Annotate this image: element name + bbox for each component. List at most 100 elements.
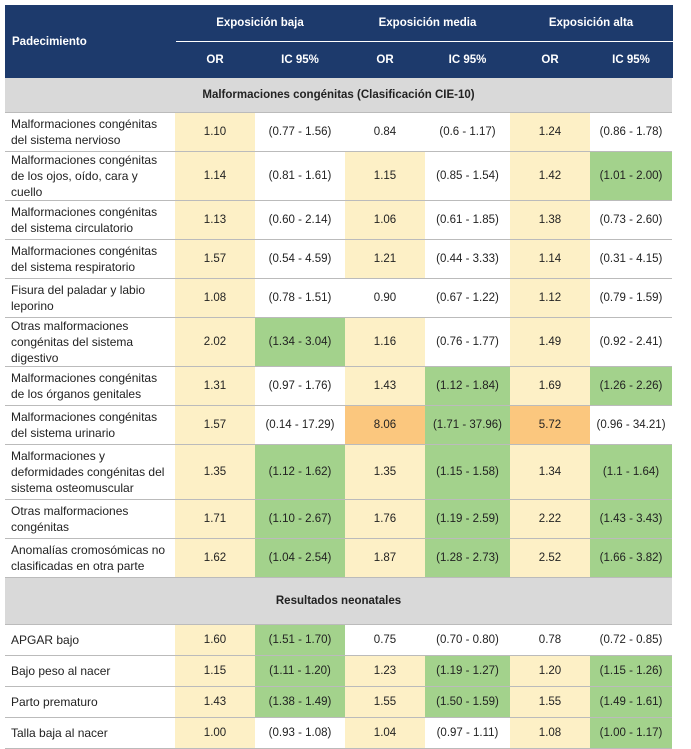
or-cell: 1.62 <box>175 538 255 578</box>
data-row: Malformaciones congénitas del sistema ur… <box>5 405 673 445</box>
group-header: Exposición baja <box>175 5 346 42</box>
ci-cell: (0.97 - 1.11) <box>425 717 510 749</box>
or-cell: 1.42 <box>510 151 590 201</box>
ci-cell: (1.34 - 3.04) <box>255 317 345 367</box>
or-cell: 0.75 <box>345 624 425 656</box>
or-cell: 1.55 <box>345 686 425 718</box>
or-cell: 8.06 <box>345 405 425 445</box>
condition-name: Talla baja al nacer <box>5 717 175 749</box>
section-title: Resultados neonatales <box>5 577 673 625</box>
or-cell: 1.14 <box>175 151 255 201</box>
ci-cell: (0.85 - 1.54) <box>425 151 510 201</box>
ci-cell: (0.86 - 1.78) <box>590 112 673 152</box>
results-table: Padecimiento Exposición baja Exposición m… <box>5 5 673 749</box>
ci-cell: (1.26 - 2.26) <box>590 366 673 406</box>
condition-name: Malformaciones y deformidades congénitas… <box>5 444 175 500</box>
or-cell: 1.87 <box>345 538 425 578</box>
or-cell: 1.24 <box>510 112 590 152</box>
header-row: Padecimiento Exposición baja Exposición m… <box>5 5 673 78</box>
condition-name: Malformaciones congénitas del sistema ur… <box>5 405 175 445</box>
subheader: IC 95% <box>255 41 346 78</box>
condition-name: Otras malformaciones congénitas <box>5 499 175 539</box>
or-cell: 1.69 <box>510 366 590 406</box>
ci-cell: (1.12 - 1.62) <box>255 444 345 500</box>
condition-name: Fisura del paladar y labio leporino <box>5 278 175 318</box>
ci-cell: (1.12 - 1.84) <box>425 366 510 406</box>
subheader: OR <box>510 41 591 78</box>
or-cell: 1.43 <box>175 686 255 718</box>
ci-cell: (0.96 - 34.21) <box>590 405 673 445</box>
group-header: Exposición alta <box>510 5 673 42</box>
condition-name: Otras malformaciones congénitas del sist… <box>5 317 175 367</box>
ci-cell: (1.15 - 1.26) <box>590 655 673 687</box>
data-row: APGAR bajo 1.60 (1.51 - 1.70) 0.75 (0.70 - 0… <box>5 624 673 656</box>
or-cell: 5.72 <box>510 405 590 445</box>
ci-cell: (0.77 - 1.56) <box>255 112 345 152</box>
condition-header: Padecimiento <box>5 5 176 78</box>
or-cell: 1.34 <box>510 444 590 500</box>
condition-name: Malformaciones congénitas de los órganos… <box>5 366 175 406</box>
ci-cell: (0.92 - 2.41) <box>590 317 673 367</box>
or-cell: 1.55 <box>510 686 590 718</box>
ci-cell: (1.01 - 2.00) <box>590 151 673 201</box>
ci-cell: (0.61 - 1.85) <box>425 200 510 240</box>
ci-cell: (0.81 - 1.61) <box>255 151 345 201</box>
data-row: Malformaciones congénitas del sistema ne… <box>5 112 673 152</box>
ci-cell: (1.51 - 1.70) <box>255 624 345 656</box>
ci-cell: (0.67 - 1.22) <box>425 278 510 318</box>
data-row: Malformaciones congénitas del sistema ci… <box>5 200 673 240</box>
section-row: Malformaciones congénitas (Clasificación… <box>5 78 673 113</box>
ci-cell: (1.11 - 1.20) <box>255 655 345 687</box>
ci-cell: (0.70 - 0.80) <box>425 624 510 656</box>
data-row: Malformaciones congénitas de los ojos, o… <box>5 151 673 201</box>
or-cell: 1.20 <box>510 655 590 687</box>
or-cell: 1.76 <box>345 499 425 539</box>
or-cell: 1.12 <box>510 278 590 318</box>
or-cell: 0.78 <box>510 624 590 656</box>
condition-name: Bajo peso al nacer <box>5 655 175 687</box>
data-row: Talla baja al nacer 1.00 (0.93 - 1.08) 1.04… <box>5 717 673 749</box>
data-row: Malformaciones congénitas del sistema re… <box>5 239 673 279</box>
or-cell: 1.23 <box>345 655 425 687</box>
ci-cell: (1.50 - 1.59) <box>425 686 510 718</box>
ci-cell: (1.19 - 1.27) <box>425 655 510 687</box>
ci-cell: (0.60 - 2.14) <box>255 200 345 240</box>
data-row: Fisura del paladar y labio leporino 1.08(… <box>5 278 673 318</box>
data-row: Parto prematuro 1.43 (1.38 - 1.49) 1.55 (1.5… <box>5 686 673 718</box>
data-row: Otras malformaciones congénitas 1.71 (1.10… <box>5 499 673 539</box>
or-cell: 1.31 <box>175 366 255 406</box>
subheader: IC 95% <box>425 41 511 78</box>
data-row: Malformaciones y deformidades congénitas… <box>5 444 673 500</box>
or-cell: 1.57 <box>175 239 255 279</box>
ci-cell: (1.00 - 1.17) <box>590 717 673 749</box>
or-cell: 2.22 <box>510 499 590 539</box>
condition-name: APGAR bajo <box>5 624 175 656</box>
ci-cell: (1.66 - 3.82) <box>590 538 673 578</box>
or-cell: 2.52 <box>510 538 590 578</box>
or-cell: 1.04 <box>345 717 425 749</box>
data-row: Anomalías cromosómicas no clasificadas e… <box>5 538 673 578</box>
ci-cell: (0.76 - 1.77) <box>425 317 510 367</box>
ci-cell: (1.10 - 2.67) <box>255 499 345 539</box>
ci-cell: (1.49 - 1.61) <box>590 686 673 718</box>
ci-cell: (0.78 - 1.51) <box>255 278 345 318</box>
or-cell: 1.08 <box>175 278 255 318</box>
section-title: Malformaciones congénitas (Clasificación… <box>5 78 673 113</box>
or-cell: 1.71 <box>175 499 255 539</box>
ci-cell: (1.43 - 3.43) <box>590 499 673 539</box>
condition-name: Parto prematuro <box>5 686 175 718</box>
ci-cell: (1.19 - 2.59) <box>425 499 510 539</box>
or-cell: 1.21 <box>345 239 425 279</box>
section-row: Resultados neonatales <box>5 577 673 625</box>
or-cell: 0.90 <box>345 278 425 318</box>
ci-cell: (0.72 - 0.85) <box>590 624 673 656</box>
or-cell: 1.49 <box>510 317 590 367</box>
ci-cell: (0.97 - 1.76) <box>255 366 345 406</box>
or-cell: 1.57 <box>175 405 255 445</box>
subheader: IC 95% <box>590 41 673 78</box>
or-cell: 1.15 <box>345 151 425 201</box>
or-cell: 1.15 <box>175 655 255 687</box>
ci-cell: (0.93 - 1.08) <box>255 717 345 749</box>
or-cell: 1.43 <box>345 366 425 406</box>
